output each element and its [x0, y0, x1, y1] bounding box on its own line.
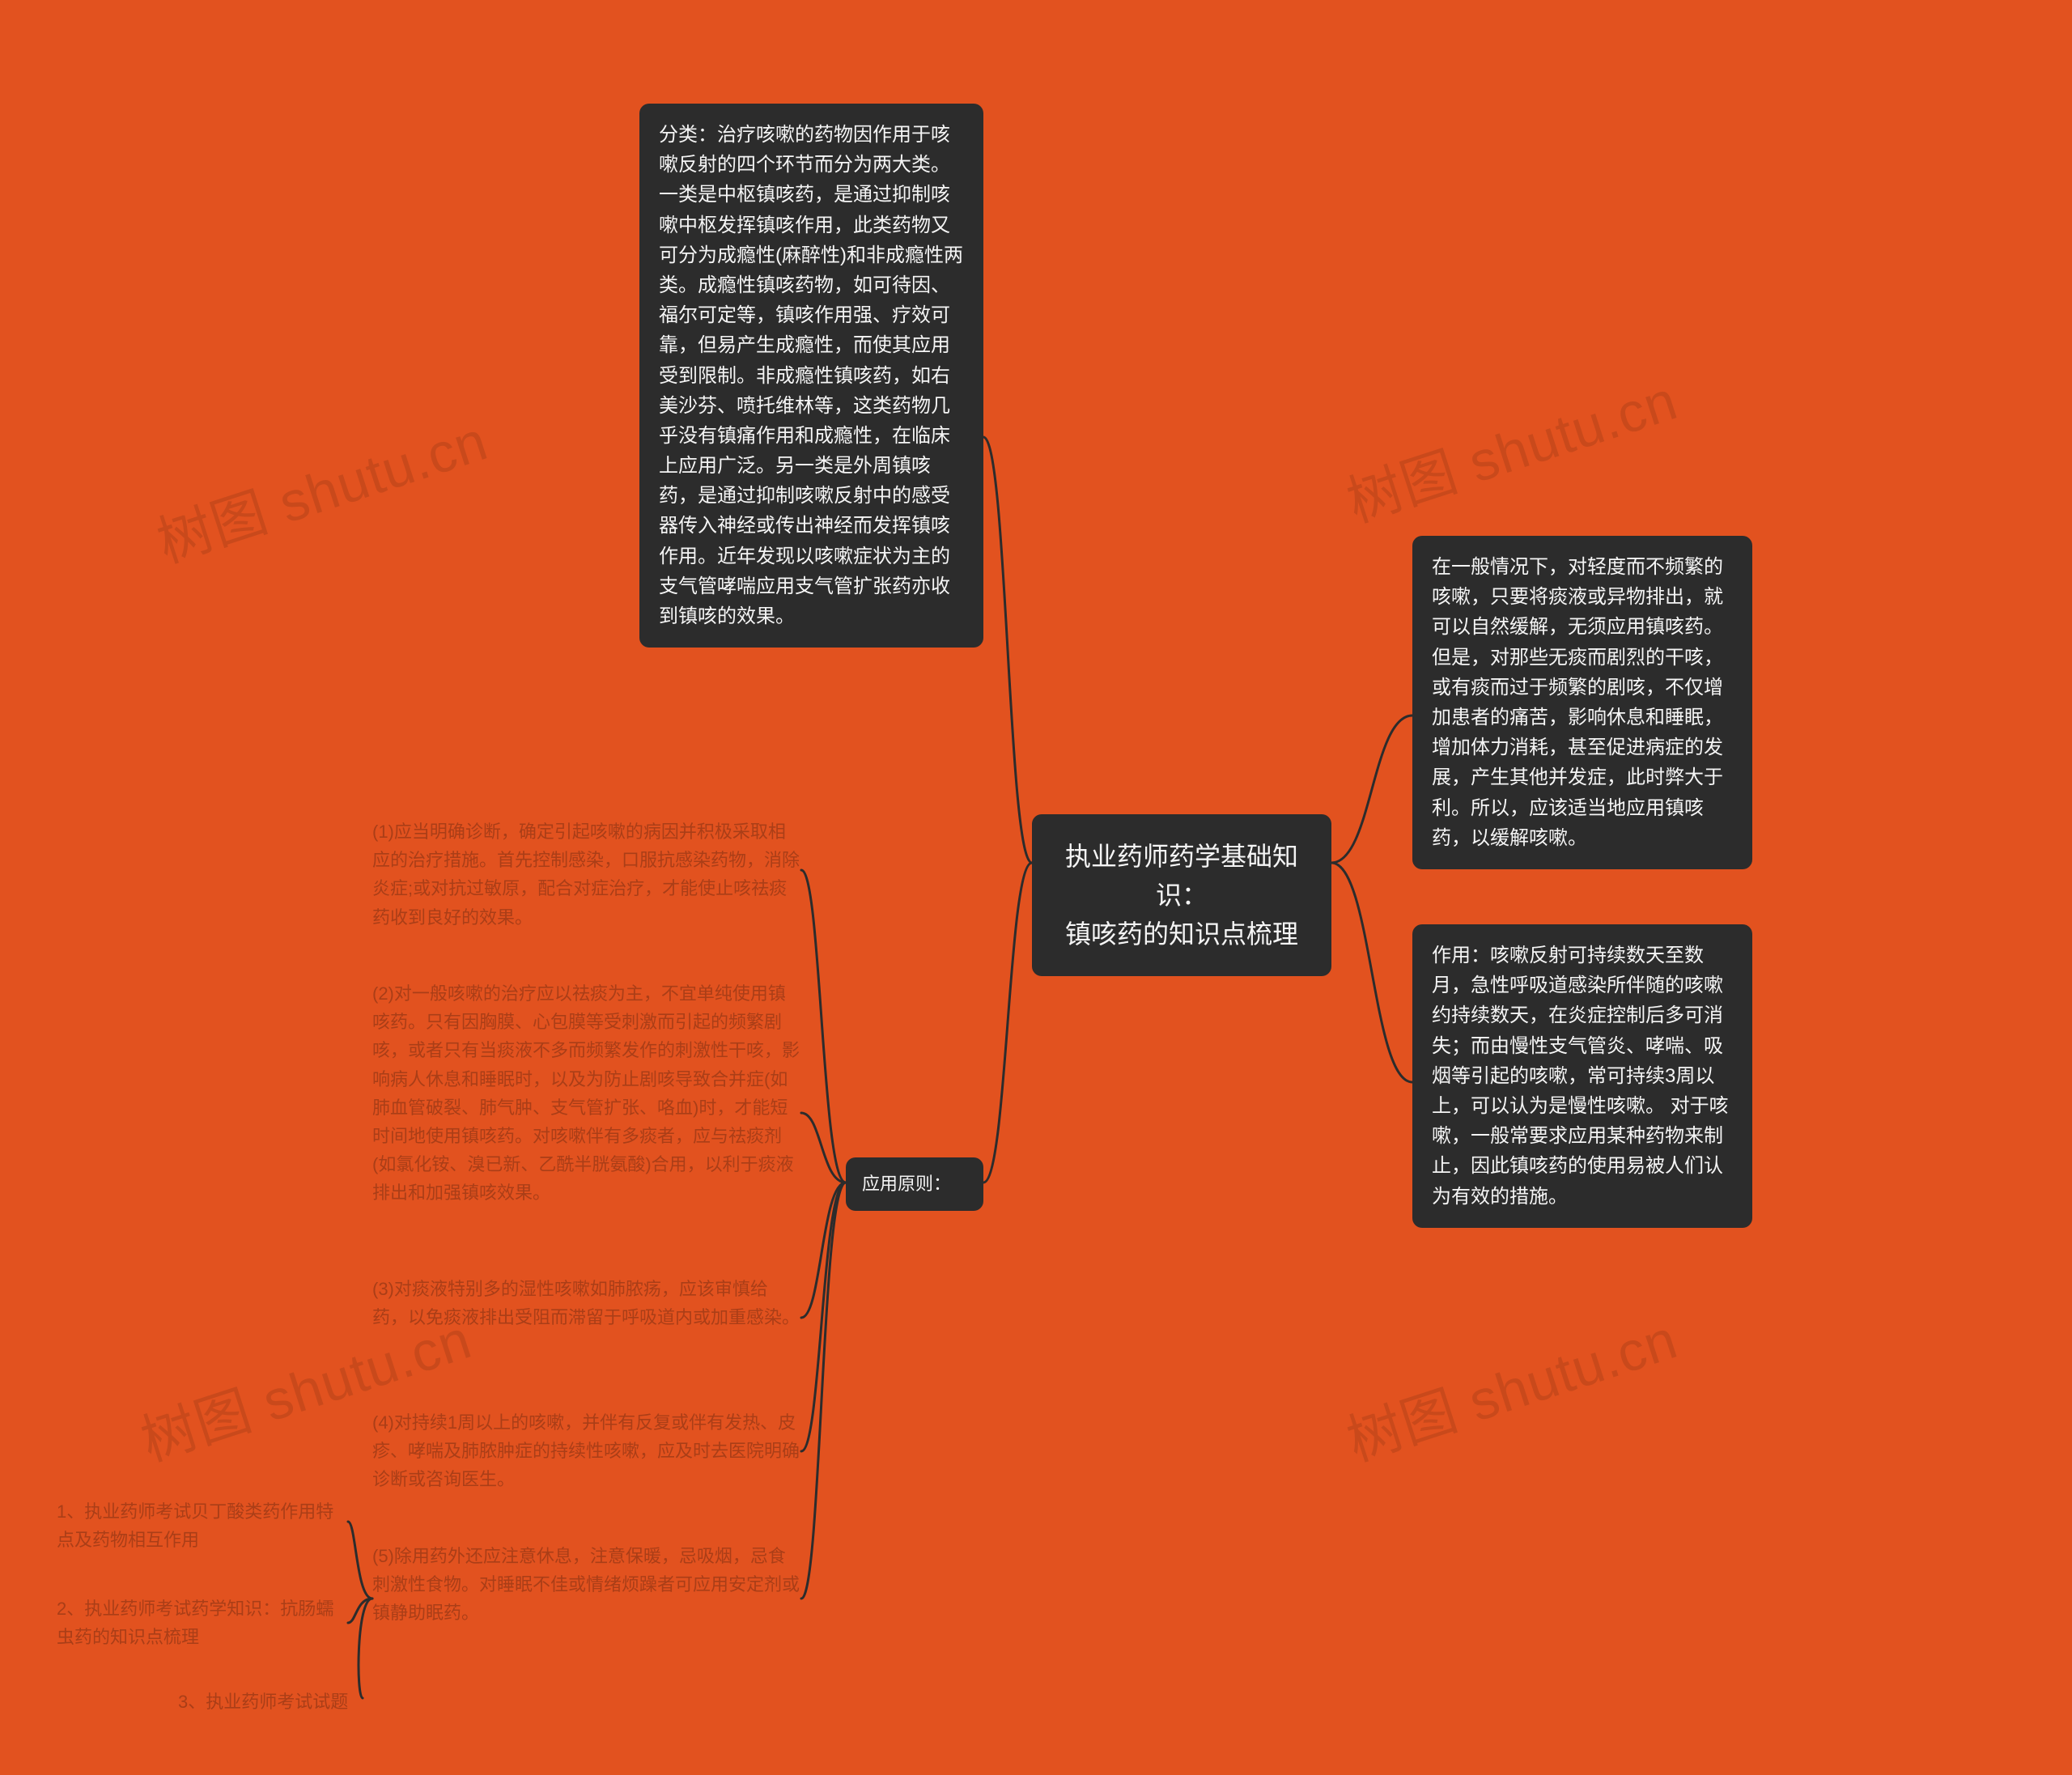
principle-node[interactable]: 应用原则：	[846, 1157, 983, 1211]
principle-item-3: (3)对痰液特别多的湿性咳嗽如肺脓疡，应该审慎给药，以免痰液排出受阻而滞留于呼吸…	[372, 1275, 801, 1331]
center-node[interactable]: 执业药师药学基础知识： 镇咳药的知识点梳理	[1032, 814, 1331, 976]
principle-item-2: (2)对一般咳嗽的治疗应以祛痰为主，不宜单纯使用镇咳药。只有因胸膜、心包膜等受刺…	[372, 979, 801, 1208]
watermark: 树图 shutu.cn	[1335, 355, 1686, 537]
center-title-line1: 执业药师药学基础知识：	[1058, 837, 1306, 915]
watermark: 树图 shutu.cn	[1335, 1294, 1686, 1476]
situation-node[interactable]: 在一般情况下，对轻度而不频繁的咳嗽，只要将痰液或异物排出，就可以自然缓解，无须应…	[1412, 536, 1752, 869]
principle-item-5: (5)除用药外还应注意休息，注意保暖，忌吸烟，忌食刺激性食物。对睡眠不佳或情绪烦…	[372, 1542, 801, 1628]
mindmap-canvas: 树图 shutu.cn 树图 shutu.cn 树图 shutu.cn 树图 s…	[0, 0, 2072, 1775]
effect-node[interactable]: 作用：咳嗽反射可持续数天至数月，急性呼吸道感染所伴随的咳嗽约持续数天，在炎症控制…	[1412, 924, 1752, 1228]
related-link-2[interactable]: 2、执业药师考试药学知识：抗肠蠕虫药的知识点梳理	[57, 1595, 348, 1651]
related-link-1[interactable]: 1、执业药师考试贝丁酸类药作用特点及药物相互作用	[57, 1497, 348, 1554]
principle-item-1: (1)应当明确诊断，确定引起咳嗽的病因并积极采取相应的治疗措施。首先控制感染，口…	[372, 817, 801, 932]
principle-item-4: (4)对持续1周以上的咳嗽，并伴有反复或伴有发热、皮疹、哮喘及肺脓肿症的持续性咳…	[372, 1408, 801, 1494]
classification-node[interactable]: 分类：治疗咳嗽的药物因作用于咳嗽反射的四个环节而分为两大类。一类是中枢镇咳药，是…	[639, 104, 983, 648]
center-title-line2: 镇咳药的知识点梳理	[1058, 915, 1306, 953]
related-link-3[interactable]: 3、执业药师考试试题	[178, 1688, 364, 1716]
watermark: 树图 shutu.cn	[146, 396, 496, 578]
